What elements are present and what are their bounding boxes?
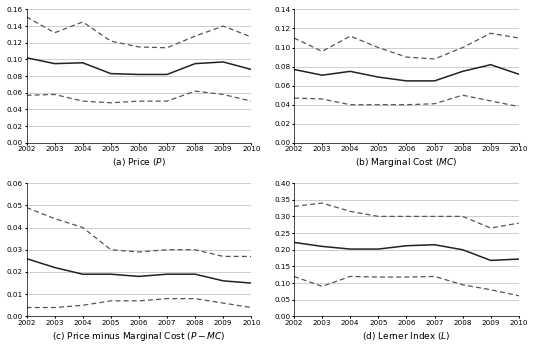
X-axis label: (d) Lerner Index $(L)$: (d) Lerner Index $(L)$ [362, 330, 451, 342]
X-axis label: (b) Marginal Cost $(MC)$: (b) Marginal Cost $(MC)$ [355, 156, 457, 169]
X-axis label: (c) Price minus Marginal Cost $(P - MC)$: (c) Price minus Marginal Cost $(P - MC)$ [52, 330, 226, 343]
X-axis label: (a) Price $(P)$: (a) Price $(P)$ [112, 156, 166, 168]
